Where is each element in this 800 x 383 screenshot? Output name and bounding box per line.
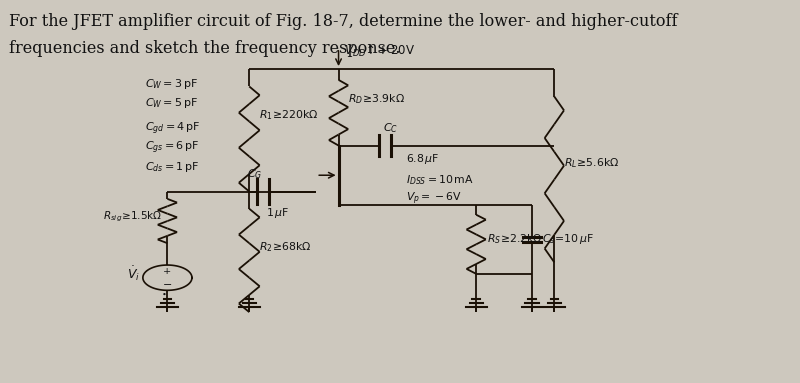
Text: $\dot{V}_i$: $\dot{V}_i$ [127,265,141,283]
Text: •: • [162,291,166,299]
Text: $R_2\!\geq\!68\mathrm{k}\Omega$: $R_2\!\geq\!68\mathrm{k}\Omega$ [259,240,311,254]
Text: $1\,\mu\mathrm{F}$: $1\,\mu\mathrm{F}$ [266,206,290,219]
Text: −: − [162,280,172,290]
Text: $C_W =5\,\mathrm{pF}$: $C_W =5\,\mathrm{pF}$ [145,97,198,110]
Text: $V_{DD}\!\uparrow\!+20\mathrm{V}$: $V_{DD}\!\uparrow\!+20\mathrm{V}$ [345,44,415,59]
Text: $C_{gd}=4\,\mathrm{pF}$: $C_{gd}=4\,\mathrm{pF}$ [145,120,200,136]
Text: $R_{sig}\!\geq\!1.5\mathrm{k}\Omega$: $R_{sig}\!\geq\!1.5\mathrm{k}\Omega$ [102,209,162,224]
Text: For the JFET amplifier circuit of Fig. 18-7, determine the lower- and higher-cut: For the JFET amplifier circuit of Fig. 1… [9,13,678,30]
Text: $R_1\!\geq\!220\mathrm{k}\Omega$: $R_1\!\geq\!220\mathrm{k}\Omega$ [259,108,318,122]
Text: $C_s\!=\!10\,\mu\mathrm{F}$: $C_s\!=\!10\,\mu\mathrm{F}$ [542,232,594,246]
Text: $V_p=-6\mathrm{V}$: $V_p=-6\mathrm{V}$ [406,191,461,207]
Text: $C_{ds}=1\,\mathrm{pF}$: $C_{ds}=1\,\mathrm{pF}$ [145,160,199,173]
Text: $C_{gs}=6\,\mathrm{pF}$: $C_{gs}=6\,\mathrm{pF}$ [145,139,199,155]
Text: $C_G$: $C_G$ [246,167,262,181]
Text: frequencies and sketch the frequency response.: frequencies and sketch the frequency res… [9,40,401,57]
Text: $6.8\,\mu\mathrm{F}$: $6.8\,\mu\mathrm{F}$ [406,152,439,166]
Text: +: + [163,267,171,276]
Text: $R_L\!\geq\!5.6\mathrm{k}\Omega$: $R_L\!\geq\!5.6\mathrm{k}\Omega$ [564,156,619,170]
Text: $C_C$: $C_C$ [383,121,398,135]
Text: $R_S\!\geq\!2.2\mathrm{k}\Omega$: $R_S\!\geq\!2.2\mathrm{k}\Omega$ [487,232,542,246]
Text: $I_{DSS}=10\,\mathrm{mA}$: $I_{DSS}=10\,\mathrm{mA}$ [406,173,474,187]
Text: $R_D\!\geq\!3.9\mathrm{k}\Omega$: $R_D\!\geq\!3.9\mathrm{k}\Omega$ [348,93,405,106]
Text: $C_W =3\,\mathrm{pF}$: $C_W =3\,\mathrm{pF}$ [145,77,198,91]
